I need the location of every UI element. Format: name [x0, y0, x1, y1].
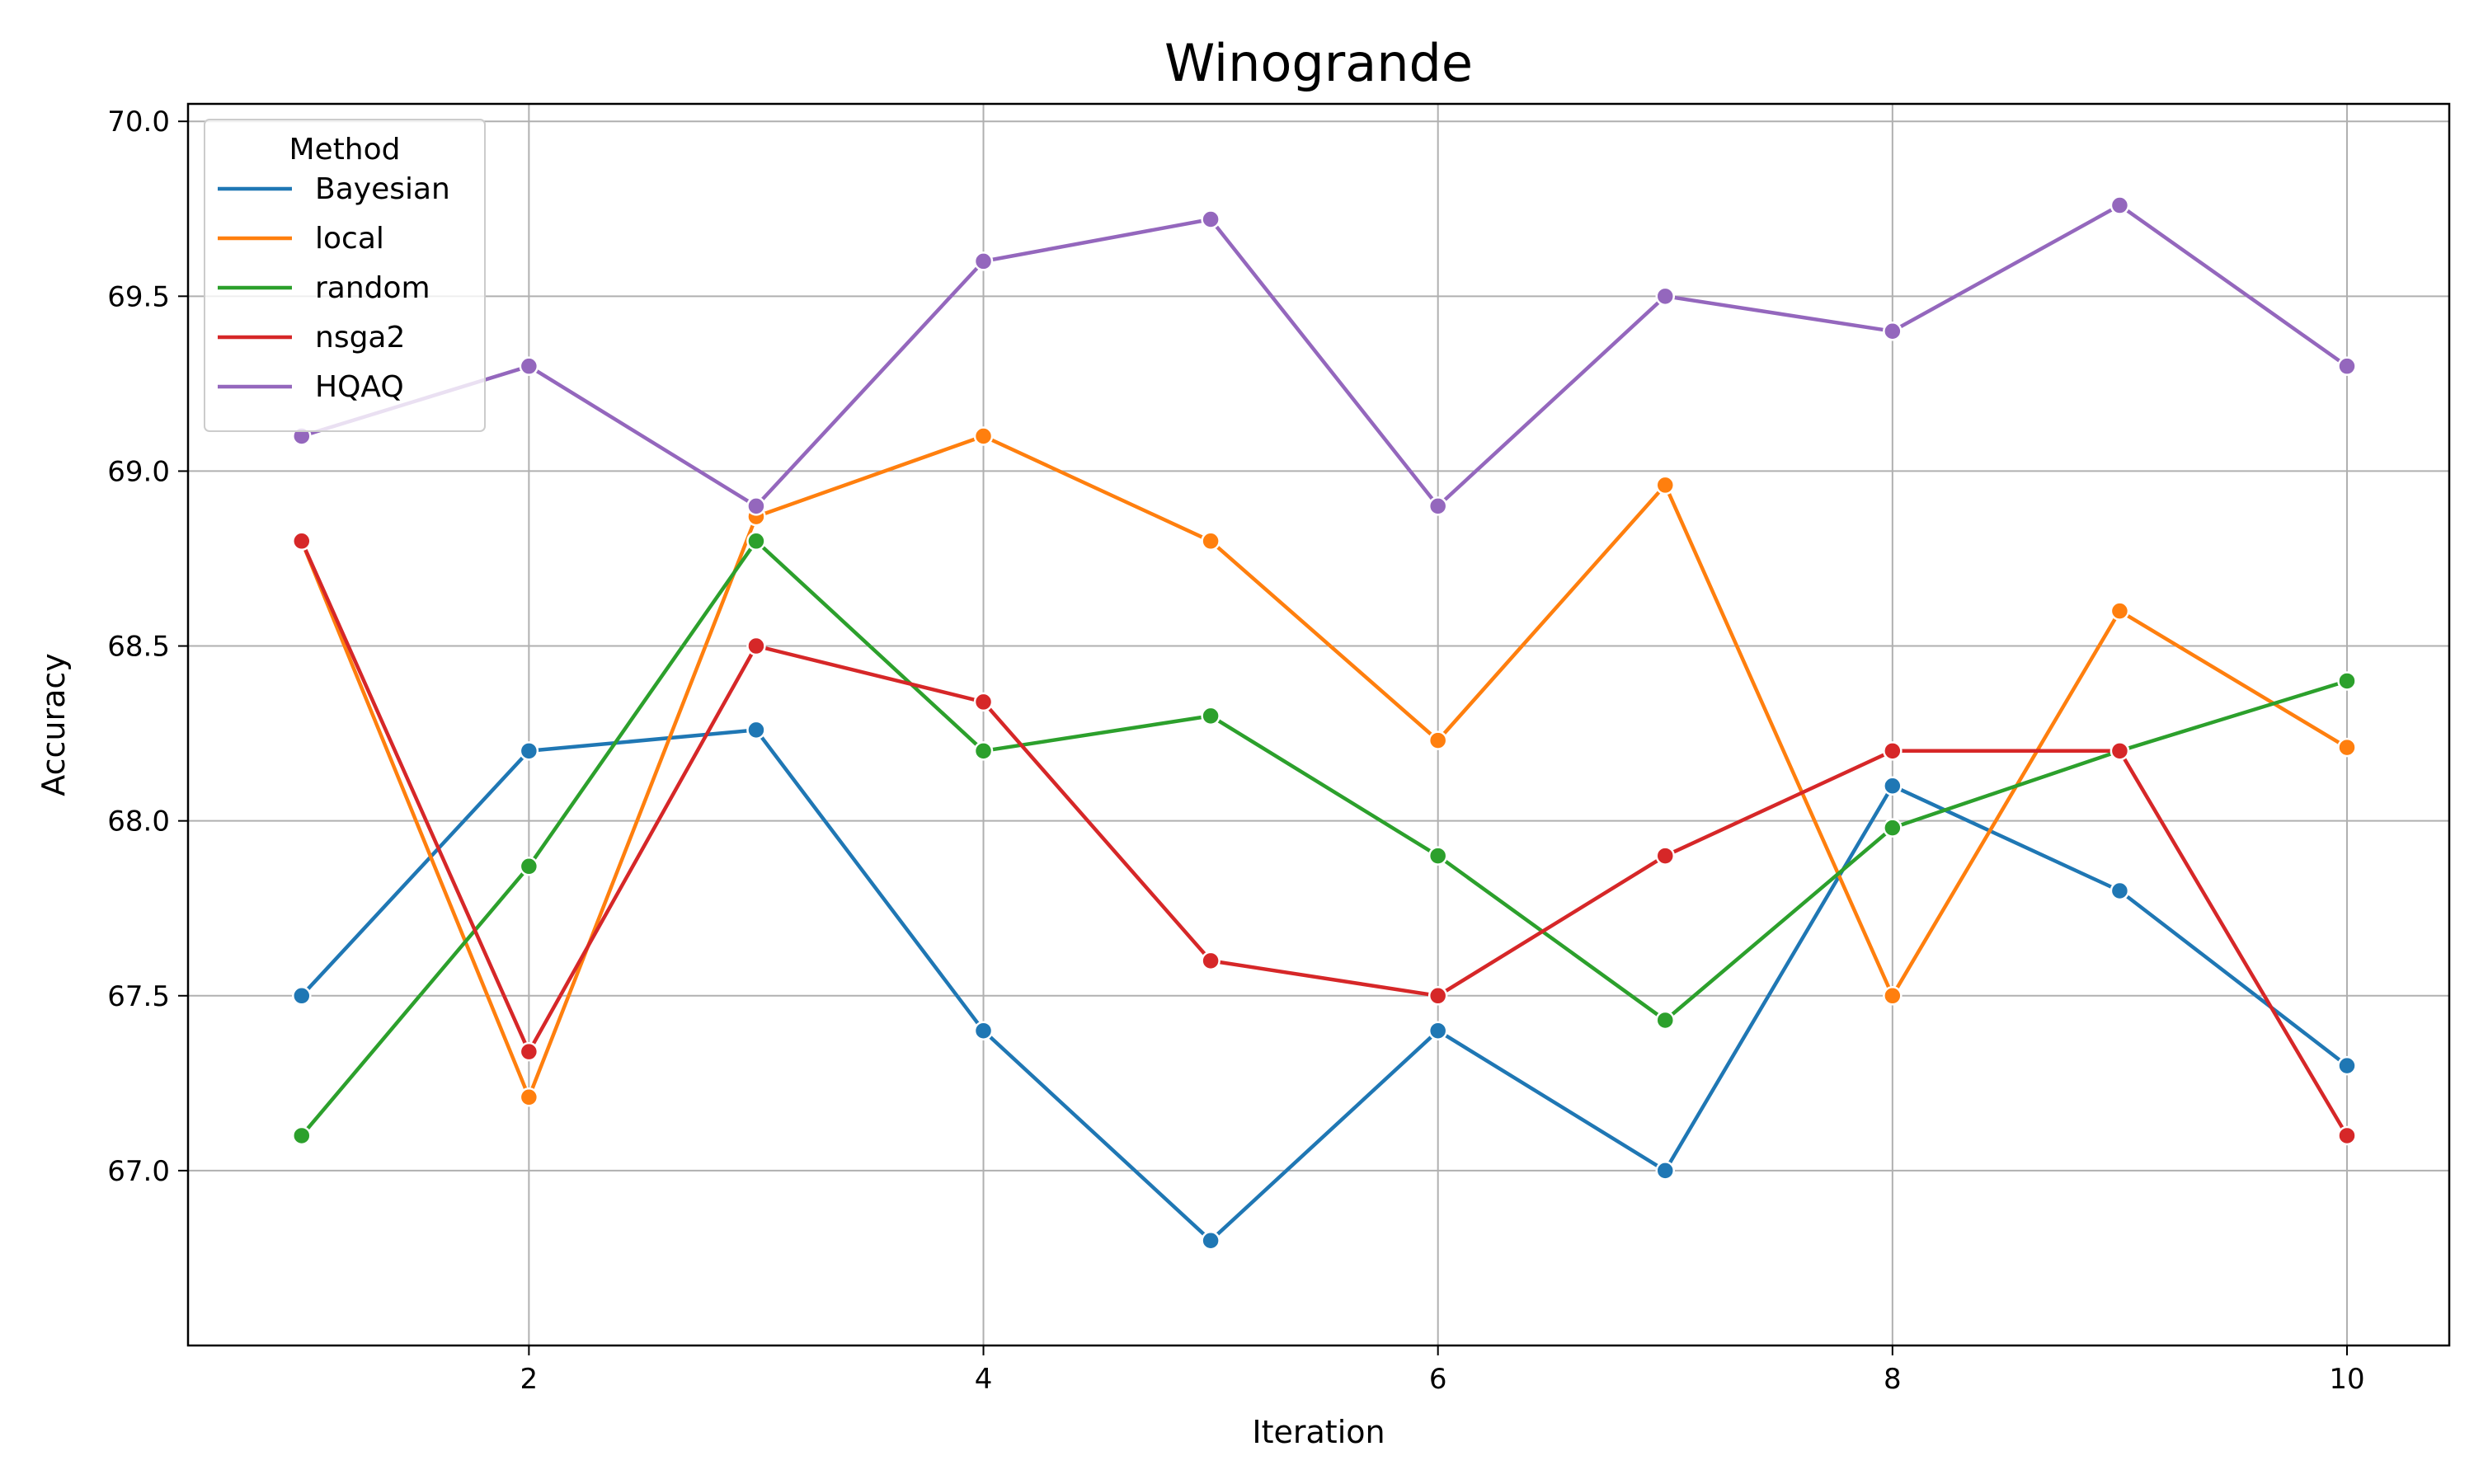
series-bayesian — [292, 720, 2357, 1251]
legend-box — [204, 119, 486, 432]
data-point-bayesian — [973, 1021, 994, 1040]
legend-items: Bayesian local random nsga2 HQAQ — [218, 172, 450, 404]
data-point-random — [2337, 671, 2357, 691]
x-tick-label: 10 — [2329, 1363, 2364, 1396]
legend-item-random: random — [218, 271, 430, 305]
data-point-nsga2 — [1883, 741, 1903, 761]
data-point-random — [292, 1125, 312, 1146]
data-point-nsga2 — [1201, 951, 1221, 971]
legend-label-bayesian: Bayesian — [315, 172, 450, 206]
data-point-hqaq — [1883, 321, 1903, 341]
data-point-bayesian — [1427, 1021, 1448, 1040]
y-tick-label: 70.0 — [107, 106, 170, 139]
data-point-bayesian — [1201, 1230, 1221, 1251]
chart-title: Winogrande — [1164, 33, 1473, 93]
series-line-nsga2 — [299, 539, 2349, 1138]
data-point-hqaq — [2109, 195, 2130, 215]
y-tick-label: 67.5 — [107, 980, 170, 1013]
legend: Method Bayesian local random nsga2 HQAQ — [204, 119, 486, 432]
data-point-hqaq — [2337, 356, 2357, 376]
data-point-hqaq — [1201, 209, 1221, 229]
data-point-nsga2 — [1655, 846, 1676, 866]
x-axis: 2 4 6 8 10 — [520, 1345, 2365, 1396]
legend-item-nsga2: nsga2 — [218, 321, 405, 355]
data-point-local — [1655, 475, 1676, 495]
data-point-hqaq — [746, 496, 766, 516]
data-point-nsga2 — [973, 692, 994, 712]
data-point-random — [1427, 846, 1448, 866]
x-tick-label: 2 — [520, 1363, 539, 1396]
data-point-bayesian — [519, 741, 539, 761]
y-tick-label: 67.0 — [107, 1155, 170, 1188]
data-point-random — [973, 741, 994, 761]
data-point-bayesian — [1883, 776, 1903, 796]
legend-label-nsga2: nsga2 — [315, 321, 405, 355]
data-point-local — [2337, 737, 2357, 758]
data-point-local — [1427, 730, 1448, 750]
legend-label-local: local — [315, 222, 384, 256]
data-point-nsga2 — [746, 636, 766, 656]
legend-label-hqaq: HQAQ — [315, 370, 404, 404]
data-point-local — [1883, 986, 1903, 1006]
legend-item-hqaq: HQAQ — [218, 370, 404, 404]
data-point-nsga2 — [2109, 741, 2130, 761]
y-axis-label: Accuracy — [35, 653, 72, 796]
data-point-local — [519, 1087, 539, 1107]
y-axis: 67.0 67.5 68.0 68.5 69.0 69.5 70.0 — [107, 106, 188, 1188]
series-line-random — [299, 539, 2349, 1138]
data-point-bayesian — [746, 720, 766, 740]
series-local — [292, 426, 2357, 1107]
legend-label-random: random — [315, 271, 430, 305]
y-tick-label: 68.0 — [107, 805, 170, 838]
data-point-random — [1883, 818, 1903, 838]
y-tick-label: 69.5 — [107, 280, 170, 313]
data-point-bayesian — [292, 986, 312, 1006]
data-point-random — [1201, 706, 1221, 726]
data-point-hqaq — [1655, 286, 1676, 307]
data-point-nsga2 — [519, 1041, 539, 1062]
series-line-local — [299, 434, 2349, 1100]
data-point-bayesian — [2109, 881, 2130, 901]
data-point-bayesian — [1655, 1161, 1676, 1181]
series-nsga2 — [292, 531, 2357, 1146]
data-point-local — [1201, 531, 1221, 552]
legend-title: Method — [289, 133, 400, 167]
plot-frame — [186, 102, 2451, 1347]
data-point-local — [2109, 601, 2130, 621]
legend-item-bayesian: Bayesian — [218, 172, 450, 206]
x-tick-label: 6 — [1429, 1363, 1447, 1396]
data-point-nsga2 — [2337, 1125, 2357, 1146]
data-point-local — [973, 426, 994, 446]
grid — [188, 104, 2449, 1345]
series-line-hqaq — [299, 203, 2349, 509]
legend-item-local: local — [218, 222, 384, 256]
data-point-random — [746, 531, 766, 552]
data-point-hqaq — [519, 356, 539, 376]
series-line-bayesian — [299, 728, 2349, 1242]
data-point-nsga2 — [292, 531, 312, 552]
x-tick-label: 4 — [975, 1363, 993, 1396]
x-axis-label: Iteration — [1252, 1414, 1385, 1450]
data-point-random — [1655, 1010, 1676, 1031]
data-point-hqaq — [1427, 496, 1448, 516]
data-point-nsga2 — [1427, 986, 1448, 1006]
data-point-random — [519, 857, 539, 876]
y-tick-label: 69.0 — [107, 455, 170, 488]
x-tick-label: 8 — [1884, 1363, 1902, 1396]
series-layer — [292, 195, 2357, 1251]
data-point-hqaq — [973, 251, 994, 271]
y-tick-label: 68.5 — [107, 631, 170, 664]
data-point-bayesian — [2337, 1055, 2357, 1076]
